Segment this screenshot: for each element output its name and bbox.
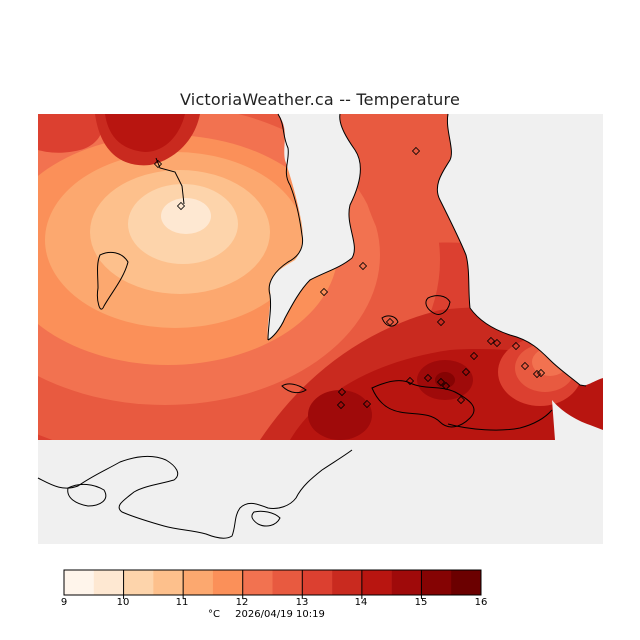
scale-tick: 14	[354, 597, 368, 608]
inlet-1	[155, 157, 185, 205]
station-marker	[405, 376, 415, 386]
scale-tick: 11	[175, 597, 189, 608]
map-title: VictoriaWeather.ca -- Temperature	[180, 90, 460, 109]
scale-swatch	[361, 570, 392, 595]
station-marker	[319, 287, 329, 297]
station-marker	[385, 317, 395, 327]
scale-tick: 16	[474, 597, 488, 608]
lake-west	[97, 251, 129, 310]
station-marker	[511, 341, 521, 351]
scale-tick: 10	[116, 597, 130, 608]
unit-label: °C	[208, 609, 220, 620]
scale-tick: 15	[414, 597, 428, 608]
station-marker	[469, 351, 479, 361]
timestamp: 2026/04/19 10:19	[235, 609, 325, 620]
scale-swatch	[123, 570, 154, 595]
station-marker	[461, 367, 471, 377]
island-coast	[267, 113, 361, 341]
inlet-2	[381, 315, 399, 327]
station-marker	[336, 400, 346, 410]
lake-east	[425, 295, 451, 315]
scale-tick: 9	[60, 597, 68, 608]
bay-coast	[281, 383, 307, 394]
station-marker	[492, 338, 502, 348]
peninsula-coast	[371, 380, 475, 428]
station-marker	[176, 201, 186, 211]
south-shore	[447, 409, 553, 431]
east-coast	[436, 113, 587, 387]
station-marker	[486, 336, 496, 346]
color-scale	[63, 569, 482, 599]
station-marker	[536, 368, 546, 378]
station-marker	[358, 261, 368, 271]
scale-swatch	[451, 570, 482, 595]
station-marker	[436, 377, 446, 387]
scale-swatch	[302, 570, 333, 595]
station-marker	[532, 369, 542, 379]
scale-swatch	[153, 570, 184, 595]
scale-frame	[63, 569, 482, 596]
station-marker	[441, 381, 451, 391]
south-land	[37, 449, 353, 539]
scale-tick: 12	[235, 597, 249, 608]
mainland-coast	[267, 113, 304, 341]
scale-footer: °C 2026/04/19 10:19	[208, 609, 337, 620]
nw-warm-zone	[38, 114, 200, 166]
scale-swatch	[242, 570, 273, 595]
station-marker	[436, 317, 446, 327]
station-marker	[411, 146, 421, 156]
scale-tick: 13	[295, 597, 309, 608]
scale-swatch	[93, 570, 124, 595]
scale-swatch	[212, 570, 244, 595]
scale-swatch	[272, 570, 303, 595]
coastlines	[37, 113, 587, 539]
station-marker	[153, 159, 163, 169]
station-marker	[337, 387, 347, 397]
south-inlet	[251, 510, 281, 527]
station-marker	[456, 395, 466, 405]
south-island	[67, 483, 107, 507]
scale-swatch	[391, 570, 422, 595]
station-marker	[423, 373, 433, 383]
scale-swatch	[332, 570, 363, 595]
station-marker	[520, 361, 530, 371]
scale-swatch	[64, 570, 95, 595]
station-markers	[153, 146, 546, 410]
scale-swatch	[183, 570, 214, 595]
scale-swatch	[421, 570, 452, 595]
station-marker	[362, 399, 372, 409]
